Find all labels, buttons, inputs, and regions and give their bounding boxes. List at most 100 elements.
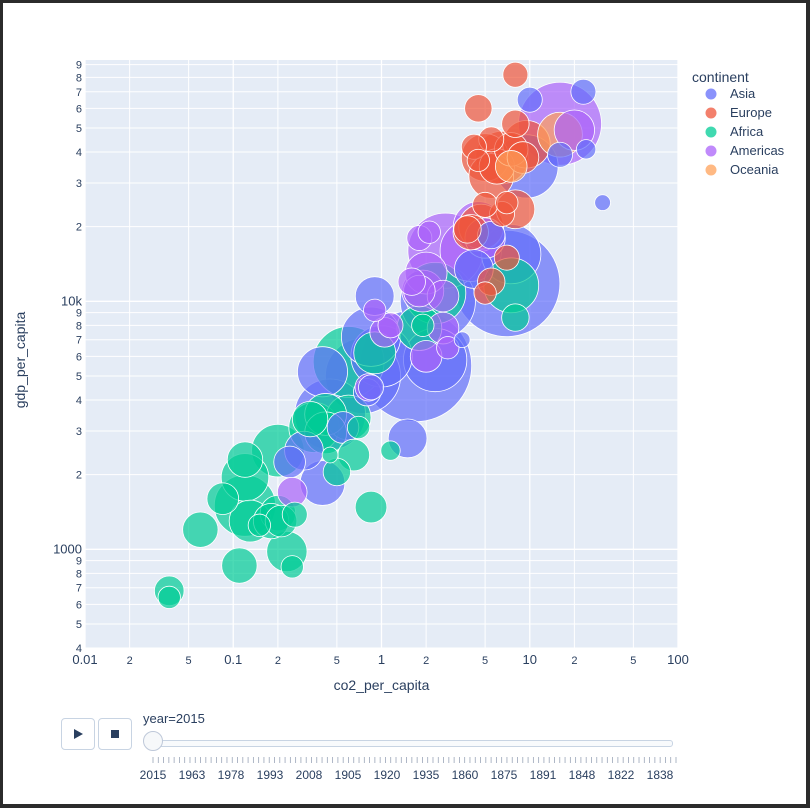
x-tick-label: 2	[275, 655, 281, 667]
y-tick-label: 7	[76, 583, 82, 595]
bubble-africa[interactable]	[292, 401, 329, 438]
legend-item-africa[interactable]: Africa	[730, 124, 764, 139]
bubble-africa[interactable]	[346, 415, 371, 440]
y-tick-label: 10k	[61, 293, 82, 308]
bubble-americas[interactable]	[436, 336, 460, 360]
legend-marker[interactable]	[705, 107, 717, 119]
bubble-africa[interactable]	[247, 513, 271, 537]
play-icon	[74, 729, 83, 739]
bubble-africa[interactable]	[182, 511, 219, 548]
bubble-asia[interactable]	[547, 141, 573, 168]
bubble-americas[interactable]	[377, 312, 404, 339]
bubble-africa[interactable]	[281, 501, 308, 528]
bubble-africa[interactable]	[206, 482, 240, 515]
y-tick-label: 9	[76, 308, 82, 320]
bubble-europe[interactable]	[495, 191, 519, 215]
bubble-asia[interactable]	[576, 139, 597, 160]
slider-step-label[interactable]: 1935	[412, 768, 440, 782]
bubble-africa[interactable]	[411, 313, 435, 337]
slider-step-label[interactable]: 1848	[568, 768, 596, 782]
legend-item-europe[interactable]: Europe	[730, 105, 772, 120]
bubble-africa[interactable]	[501, 303, 530, 332]
bubble-asia[interactable]	[516, 86, 543, 113]
legend-marker[interactable]	[705, 145, 717, 157]
legend-item-oceania[interactable]: Oceania	[730, 162, 779, 177]
slider-step-label[interactable]: 2015	[139, 768, 167, 782]
y-tick-label: 5	[76, 371, 82, 383]
x-tick-label: 5	[630, 655, 636, 667]
bubble-americas[interactable]	[363, 298, 387, 322]
slider-step-label[interactable]: 1838	[646, 768, 674, 782]
x-tick-label: 0.01	[72, 652, 97, 667]
slider-step-label[interactable]: 1978	[217, 768, 245, 782]
slider-step-label[interactable]: 1963	[178, 768, 206, 782]
y-tick-label: 4	[76, 147, 82, 159]
bubbles	[154, 61, 611, 609]
bubble-asia[interactable]	[273, 445, 306, 479]
slider-step-label[interactable]: 1993	[256, 768, 284, 782]
legend-marker[interactable]	[705, 164, 717, 176]
bubble-americas[interactable]	[397, 267, 426, 296]
bubble-americas[interactable]	[417, 220, 441, 244]
y-tick-label: 8	[76, 72, 82, 84]
bubble-europe[interactable]	[464, 94, 493, 123]
bubble-africa[interactable]	[380, 440, 401, 461]
bubble-africa[interactable]	[321, 446, 339, 464]
slider-step-label[interactable]: 2008	[295, 768, 323, 782]
bubble-africa[interactable]	[226, 441, 264, 478]
y-tick-label: 1000	[53, 541, 82, 556]
x-tick-label: 2	[423, 655, 429, 667]
slider-current-year: 2015	[175, 711, 205, 726]
x-tick-label: 2	[571, 655, 577, 667]
x-tick-label: 5	[334, 655, 340, 667]
bubble-africa[interactable]	[221, 547, 258, 584]
legend-item-americas[interactable]: Americas	[730, 143, 785, 158]
bubble-asia[interactable]	[594, 194, 611, 211]
y-tick-label: 6	[76, 103, 82, 115]
bubble-europe[interactable]	[502, 61, 529, 88]
y-axis-title: gdp_per_capita	[12, 312, 28, 409]
stop-icon	[111, 730, 119, 738]
bubble-europe[interactable]	[473, 281, 497, 305]
x-tick-label: 0.1	[224, 652, 242, 667]
slider-track[interactable]	[155, 740, 673, 747]
legend-title: continent	[692, 69, 749, 85]
slider-step-label[interactable]: 1875	[490, 768, 518, 782]
bubble-asia[interactable]	[570, 78, 597, 105]
slider-step-label[interactable]: 1822	[607, 768, 635, 782]
y-tick-label: 9	[76, 60, 82, 72]
bubble-oceania[interactable]	[494, 150, 528, 183]
bubble-asia[interactable]	[453, 331, 471, 349]
x-tick-label: 100	[667, 652, 689, 667]
bubble-africa[interactable]	[354, 490, 388, 524]
legend-item-asia[interactable]: Asia	[730, 86, 756, 101]
y-tick-label: 5	[76, 619, 82, 631]
slider-handle[interactable]	[143, 731, 163, 751]
slider-step-label[interactable]: 1905	[334, 768, 362, 782]
bubble-africa[interactable]	[157, 585, 181, 609]
bubble-asia[interactable]	[297, 346, 348, 398]
y-tick-label: 6	[76, 599, 82, 611]
x-tick-label: 10	[523, 652, 537, 667]
slider-step-label[interactable]: 1891	[529, 768, 557, 782]
bubble-europe[interactable]	[466, 148, 490, 173]
y-tick-label: 3	[76, 178, 82, 190]
legend-marker[interactable]	[705, 126, 717, 138]
y-tick-label: 8	[76, 320, 82, 332]
bubble-africa[interactable]	[280, 555, 304, 579]
stop-button[interactable]	[98, 718, 132, 750]
slider-step-label[interactable]: 1920	[373, 768, 401, 782]
bubble-europe[interactable]	[493, 244, 520, 271]
bubble-chart: 0.01 2 5 0.1 2 5 1 2 5 10 2 5 100 456789100023456789…	[12, 60, 785, 693]
bubble-europe[interactable]	[453, 215, 482, 244]
bubble-europe[interactable]	[501, 109, 530, 138]
bubble-asia[interactable]	[358, 374, 384, 401]
legend: Asia Europe Africa Americas Oceania	[705, 86, 785, 177]
play-button[interactable]	[61, 718, 95, 750]
y-tick-label: 5	[76, 123, 82, 135]
legend-marker[interactable]	[705, 88, 717, 100]
slider-prefix: year=	[143, 711, 176, 726]
bubble-europe[interactable]	[472, 191, 499, 218]
slider-step-label[interactable]: 1860	[451, 768, 479, 782]
